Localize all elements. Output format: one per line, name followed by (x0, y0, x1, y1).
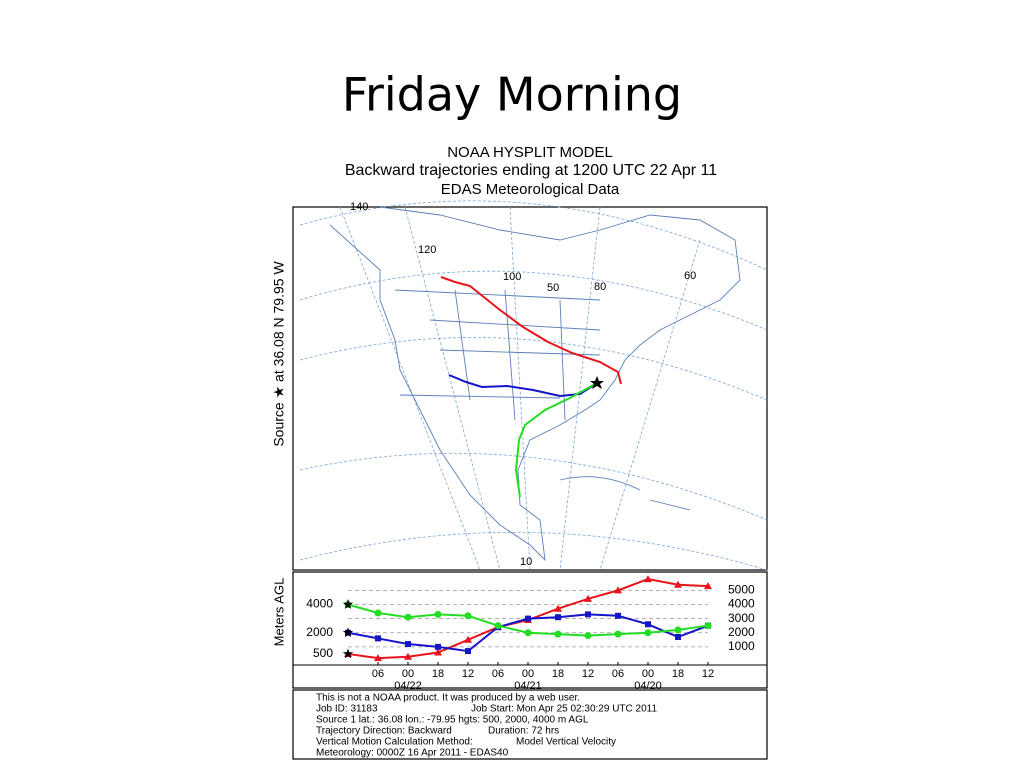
point (614, 586, 622, 594)
start-star (342, 648, 354, 659)
point (435, 643, 441, 650)
grid-label: 50 (547, 282, 559, 294)
point (464, 635, 472, 643)
start-height-label: 4000 (306, 597, 333, 611)
footer-line: Meteorology: 0000Z 16 Apr 2011 - EDAS40 (316, 748, 509, 759)
point (674, 580, 682, 588)
point (584, 594, 592, 602)
point (404, 613, 412, 621)
trajectory-red (440, 276, 622, 385)
y-axis-label: Meters AGL (271, 578, 286, 647)
point (464, 612, 472, 620)
footer-line: Source 1 lat.: 36.08 lon.: -79.95 hgts: … (316, 715, 589, 726)
point (405, 641, 411, 648)
source-star (590, 376, 604, 389)
point (614, 630, 622, 638)
map-title: EDAS Meteorological Data (441, 181, 620, 198)
y-tick-label: 5000 (728, 583, 755, 597)
footer-line: Vertical Motion Calculation Method: (316, 737, 473, 748)
point (554, 630, 562, 638)
x-tick-label: 12 (582, 668, 594, 680)
x-tick-label: 18 (432, 668, 444, 680)
x-tick-label: 18 (552, 668, 564, 680)
point (644, 629, 652, 637)
source-label: Source ★ at 36.08 N 79.95 W (271, 261, 287, 447)
trajectory-green (514, 382, 598, 498)
footer-line: Job ID: 31183 (316, 704, 378, 715)
point (494, 622, 502, 630)
point (585, 611, 591, 618)
x-tick-label: 06 (372, 668, 384, 680)
point (615, 612, 621, 619)
x-tick-label: 00 (402, 668, 414, 680)
point (525, 615, 531, 622)
start-star (342, 599, 354, 609)
grid-label: 80 (594, 281, 606, 293)
x-date-label: 04/21 (514, 680, 542, 692)
height-panel (292, 571, 768, 689)
x-tick-label: 00 (522, 668, 534, 680)
start-height-label: 500 (313, 646, 333, 660)
x-tick-label: 00 (642, 668, 654, 680)
point (404, 652, 412, 660)
point (524, 629, 532, 637)
x-tick-label: 18 (672, 668, 684, 680)
start-height-label: 2000 (306, 625, 333, 639)
point (434, 610, 442, 618)
point (374, 654, 382, 662)
map-grid-labels: 140 120 100 50 80 60 10 (350, 201, 696, 568)
point (554, 604, 562, 612)
point (375, 635, 381, 642)
footer-box (292, 689, 768, 760)
grid-label: 60 (684, 270, 696, 282)
y-tick-label: 4000 (728, 597, 755, 611)
footer: This is not a NOAA product. It was produ… (316, 693, 657, 759)
point (645, 621, 651, 628)
map-title: NOAA HYSPLIT MODEL (447, 144, 613, 161)
point (434, 648, 442, 656)
start-star (342, 627, 354, 638)
point (644, 575, 652, 583)
x-date-label: 04/20 (634, 680, 662, 692)
point (704, 622, 712, 630)
x-tick-label: 12 (462, 668, 474, 680)
grid-label: 10 (520, 556, 532, 568)
grid-label: 120 (418, 244, 436, 256)
point (674, 626, 682, 634)
point (374, 609, 382, 617)
point (704, 582, 712, 590)
point (555, 614, 561, 621)
x-date-label: 04/22 (394, 680, 422, 692)
slide-title: Friday Morning (342, 68, 682, 122)
point (584, 632, 592, 640)
footer-line: Model Vertical Velocity (516, 737, 616, 748)
y-tick-label: 2000 (728, 625, 755, 639)
point (465, 648, 471, 655)
y-tick-label: 3000 (728, 611, 755, 625)
x-tick-label: 12 (702, 668, 714, 680)
x-tick-label: 06 (492, 668, 504, 680)
footer-line: Trajectory Direction: Backward (316, 726, 452, 737)
y-tick-label: 1000 (728, 639, 755, 653)
point (675, 633, 681, 640)
x-tick-label: 06 (612, 668, 624, 680)
footer-line: Duration: 72 hrs (488, 726, 559, 737)
footer-line: This is not a NOAA product. It was produ… (316, 693, 580, 704)
footer-line: Job Start: Mon Apr 25 02:30:29 UTC 2011 (471, 704, 657, 715)
grid-label: 100 (503, 271, 521, 283)
map: 140 120 100 50 80 60 10 (292, 200, 768, 571)
grid-label: 140 (350, 201, 368, 213)
map-title: Backward trajectories ending at 1200 UTC… (345, 162, 717, 179)
